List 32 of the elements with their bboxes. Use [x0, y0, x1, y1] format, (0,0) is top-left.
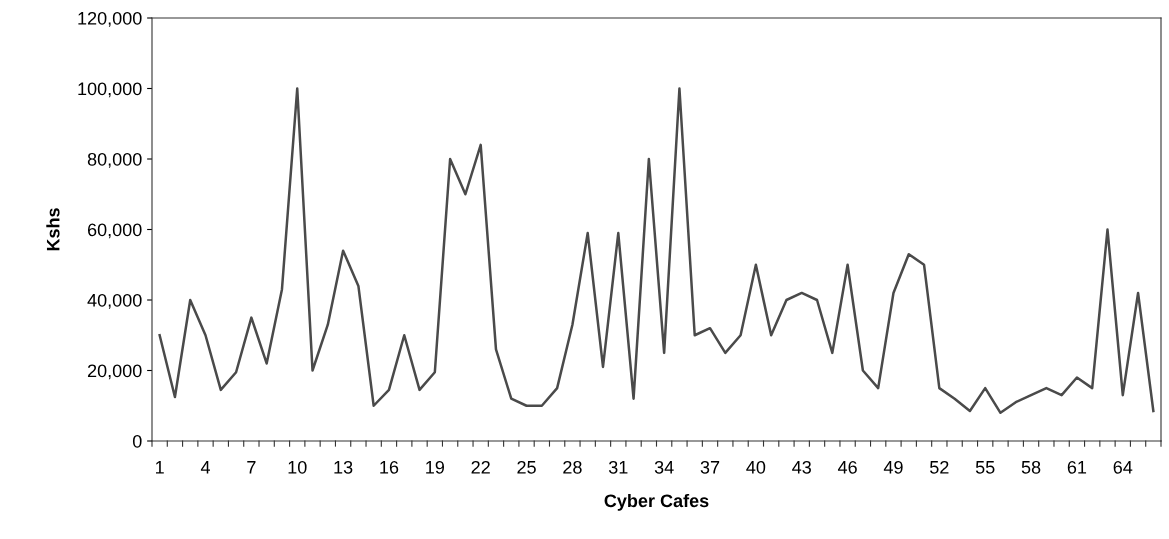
x-tick-label: 4: [200, 461, 210, 474]
x-tick-label: 49: [883, 460, 903, 474]
y-tick-label: 100,000: [78, 82, 142, 98]
x-tick-label: 16: [380, 460, 399, 474]
line-series: [158, 87, 1155, 415]
y-tick-label: 20,000: [87, 364, 142, 380]
x-tick-label: 46: [837, 460, 857, 474]
x-tick-label: 37: [700, 460, 720, 474]
y-axis-title: Kshs: [46, 208, 60, 251]
x-tick-label: 19: [426, 460, 445, 474]
x-tick-label: 64: [1113, 460, 1133, 474]
y-tick-label: 0: [132, 434, 142, 448]
x-tick-label: 58: [1021, 460, 1041, 474]
x-tick-label: 43: [792, 460, 811, 474]
x-tick-label: 52: [930, 460, 949, 474]
x-tick-label: 25: [517, 460, 536, 474]
x-tick-label: 31: [608, 460, 628, 474]
x-tick-label: 34: [654, 460, 674, 474]
x-tick-label: 40: [746, 460, 766, 474]
x-tick-label: 1: [156, 461, 164, 474]
x-tick-label: 28: [563, 460, 582, 474]
x-tick-label: 61: [1067, 460, 1087, 474]
y-tick-label: 40,000: [87, 293, 142, 309]
x-axis-title: Cyber Cafes: [604, 493, 709, 511]
x-tick-label: 55: [975, 461, 995, 474]
x-tick-label: 13: [334, 460, 353, 474]
x-tick-label: 22: [471, 460, 490, 474]
y-tick-label: 80,000: [87, 152, 142, 168]
y-tick-label: 120,000: [78, 11, 142, 27]
y-tick-label: 60,000: [87, 223, 142, 239]
x-tick-label: 10: [288, 460, 307, 474]
x-tick-label: 7: [247, 461, 256, 474]
